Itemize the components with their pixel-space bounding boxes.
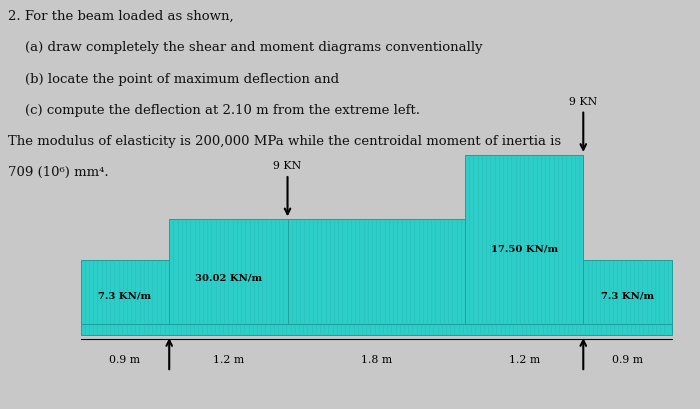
Text: (c) compute the deflection at 2.10 m from the extreme left.: (c) compute the deflection at 2.10 m fro…	[8, 103, 421, 117]
Text: 7.3 KN/m: 7.3 KN/m	[601, 291, 654, 300]
Text: 9 KN: 9 KN	[274, 161, 302, 171]
Text: (b) locate the point of maximum deflection and: (b) locate the point of maximum deflecti…	[8, 72, 339, 85]
Bar	[288, 220, 465, 325]
Text: 1.8 m: 1.8 m	[360, 354, 392, 364]
Text: The modulus of elasticity is 200,000 MPa while the centroidal moment of inertia : The modulus of elasticity is 200,000 MPa…	[8, 135, 561, 148]
Text: 709 (10⁶) mm⁴.: 709 (10⁶) mm⁴.	[8, 166, 109, 179]
Bar	[465, 155, 583, 325]
Text: 7.3 KN/m: 7.3 KN/m	[98, 291, 151, 300]
Bar	[80, 325, 672, 335]
Text: 30.02 KN/m: 30.02 KN/m	[195, 273, 262, 282]
Text: 0.9 m: 0.9 m	[612, 354, 643, 364]
Bar	[80, 260, 169, 325]
Text: 9 KN: 9 KN	[569, 97, 597, 106]
Text: (a) draw completely the shear and moment diagrams conventionally: (a) draw completely the shear and moment…	[8, 41, 483, 54]
Bar	[169, 220, 288, 325]
Text: 1.2 m: 1.2 m	[213, 354, 244, 364]
Text: 1.2 m: 1.2 m	[509, 354, 540, 364]
Text: 17.50 KN/m: 17.50 KN/m	[491, 244, 558, 253]
Text: 2. For the beam loaded as shown,: 2. For the beam loaded as shown,	[8, 10, 234, 23]
Bar	[583, 260, 672, 325]
Text: 0.9 m: 0.9 m	[109, 354, 141, 364]
